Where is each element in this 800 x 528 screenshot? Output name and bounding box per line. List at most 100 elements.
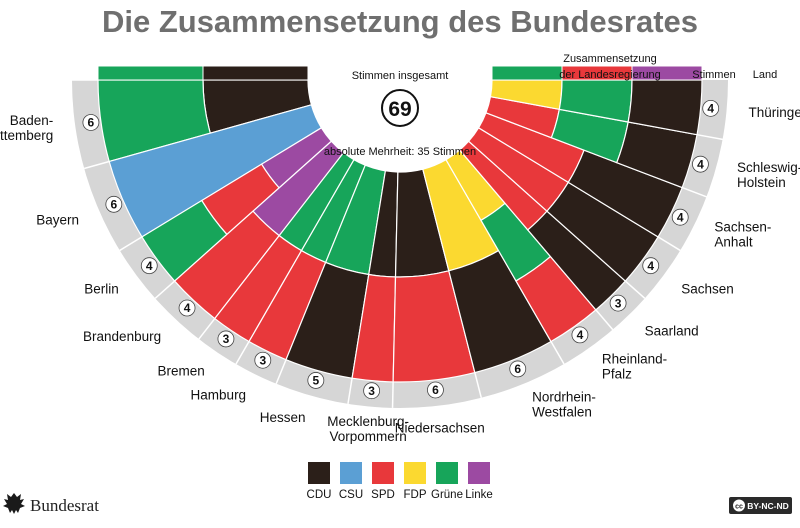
vote-count-badge [609, 294, 627, 312]
ring-separator [550, 341, 565, 365]
vote-count-bremen: 3 [223, 332, 230, 346]
eagle-icon [3, 493, 25, 514]
ring-separator [198, 318, 216, 340]
vote-count-brandenburg: 4 [184, 301, 191, 315]
bundesrat-logo: Bundesrat [3, 493, 99, 515]
vote-count-saarland: 3 [615, 296, 622, 310]
vote-count-badge [571, 326, 589, 344]
state-label-nordrhein-westfalen: Nordrhein-Westfalen [532, 390, 596, 420]
vote-count-schleswig-holstein: 4 [697, 157, 704, 171]
state-label-baden-württemberg: Baden-Württemberg [0, 113, 53, 143]
ring-separator [154, 280, 176, 299]
vote-count-badge [254, 351, 272, 369]
ring-separator [595, 309, 614, 331]
vote-count-badge [671, 208, 689, 226]
state-label-thüringen: Thüringen [749, 105, 800, 120]
legend: CDU CSU SPD FDP Grüne Linke [307, 462, 493, 501]
legend-swatch-linke [468, 462, 490, 484]
state-label-bayern: Bayern [36, 212, 79, 227]
vote-count-sachsen: 4 [647, 259, 654, 273]
ring-separator [696, 133, 723, 141]
total-votes-circle [381, 89, 419, 127]
state-header: Land [753, 69, 777, 81]
ring-separator [235, 341, 250, 365]
state-wedge-nordrhein-westfalen [422, 158, 552, 374]
top-bar-thüringen-grüne [491, 65, 563, 81]
state-label-sachsen-anhalt: Sachsen-Anhalt [714, 219, 771, 249]
vote-count-bayern: 6 [110, 198, 117, 212]
coalition-header-line2: der Landesregierung [559, 69, 661, 81]
top-bar-baden-württemberg-cdu [202, 65, 309, 81]
vote-count-badge [702, 99, 720, 117]
state-label-sachsen: Sachsen [681, 281, 734, 296]
vote-count-sachsen-anhalt: 4 [677, 210, 684, 224]
legend-label-csu: CSU [339, 489, 363, 501]
vote-count-badge [692, 155, 709, 173]
state-wedges [97, 65, 703, 383]
legend-label-grüne: Grüne [431, 489, 463, 501]
state-label-hamburg: Hamburg [191, 387, 247, 402]
ring-separator [474, 372, 483, 398]
top-bar-thüringen-linke [631, 65, 703, 81]
page-title: Die Zusammensetzung des Bundesrates [102, 4, 698, 39]
vote-count-rheinland-pfalz: 4 [577, 328, 584, 342]
vote-count-niedersachsen: 6 [432, 383, 439, 397]
state-label-hessen: Hessen [260, 410, 306, 425]
license-badge: cc BY-NC-ND [729, 497, 792, 514]
state-label-berlin: Berlin [84, 281, 119, 296]
vote-count-badge [307, 372, 325, 389]
cc-icon [733, 499, 745, 512]
ring-separator [681, 186, 707, 198]
vote-count-badge [140, 257, 158, 275]
ring-separator [347, 378, 353, 404]
vote-count-badge [82, 114, 100, 131]
vote-count-badge [363, 382, 381, 400]
state-wedge-niedersachsen [392, 168, 476, 383]
svg-text:cc: cc [735, 504, 743, 511]
license-badge-bg [729, 497, 792, 514]
ring-separator [275, 359, 287, 385]
state-label-brandenburg: Brandenburg [83, 329, 161, 344]
state-wedge-berlin [141, 126, 333, 282]
vote-count-hessen: 5 [312, 374, 319, 388]
vote-count-badge [105, 195, 123, 213]
vote-count-nordrhein-westfalen: 6 [514, 362, 521, 376]
legend-swatch-cdu [308, 462, 330, 484]
legend-label-linke: Linke [465, 489, 493, 501]
vote-count-badge [427, 381, 444, 399]
vote-count-hamburg: 3 [259, 353, 266, 367]
logo-text: Bundesrat [30, 496, 99, 515]
total-votes-label: Stimmen insgesamt [352, 70, 449, 82]
legend-label-spd: SPD [371, 489, 395, 501]
license-text: BY-NC-ND [747, 501, 789, 511]
state-label-mecklenburg-vorpommern: Mecklenburg-Vorpommern [327, 414, 409, 444]
legend-swatch-fdp [404, 462, 426, 484]
state-wedge-rheinland-pfalz [445, 149, 597, 343]
vote-count-berlin: 4 [146, 259, 153, 273]
votes-header: Stimmen [692, 69, 735, 81]
total-votes-value: 69 [388, 98, 411, 121]
ring-separator [624, 280, 646, 299]
ring-separator [391, 381, 394, 408]
ring-separator [657, 236, 681, 252]
state-label-saarland: Saarland [645, 323, 699, 338]
state-label-rheinland-pfalz: Rheinland-Pfalz [602, 351, 667, 381]
legend-label-fdp: FDP [404, 489, 427, 501]
state-label-bremen: Bremen [157, 363, 204, 378]
vote-count-badge [178, 299, 196, 317]
vote-count-badge [642, 257, 660, 275]
ring-separator [119, 236, 143, 252]
vote-count-thüringen: 4 [707, 102, 714, 116]
legend-swatch-grüne [436, 462, 458, 484]
seat-ring [72, 79, 728, 408]
legend-swatch-spd [372, 462, 394, 484]
vote-count-baden-württemberg: 6 [88, 116, 95, 130]
ring-separator [83, 160, 110, 170]
legend-swatch-csu [340, 462, 362, 484]
vote-count-badge [217, 330, 235, 348]
state-labels: 6 Baden-Württemberg 6 Bayern 4 Berlin 4 Branden… [0, 99, 800, 444]
coalition-header-line1: Zusammensetzung [563, 53, 657, 65]
vote-count-badge [509, 360, 527, 378]
top-bar-baden-württemberg-grüne [97, 65, 204, 81]
